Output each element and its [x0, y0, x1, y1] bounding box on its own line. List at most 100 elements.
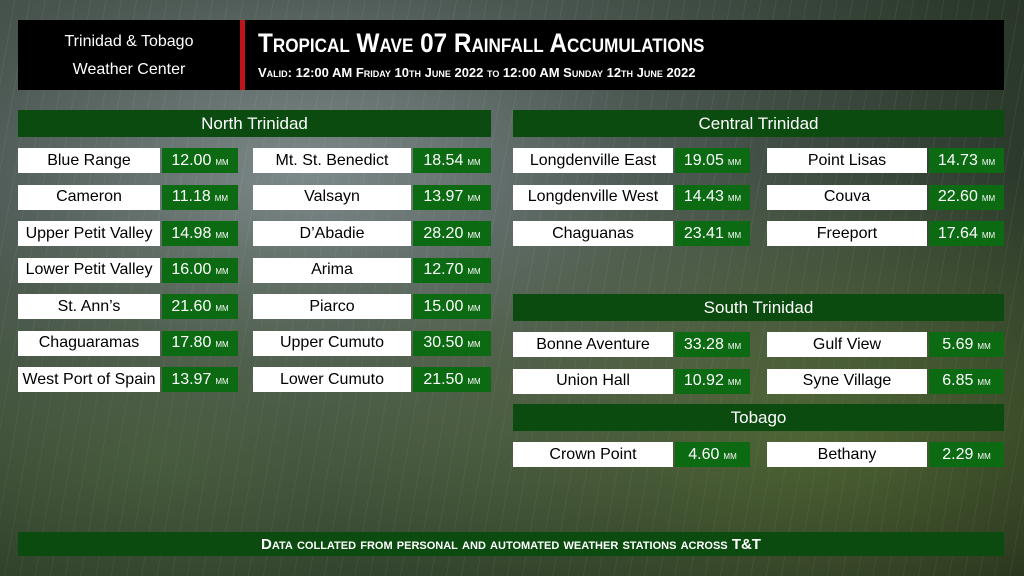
title: Tropical Wave 07 Rainfall Accumulations [258, 28, 705, 58]
rainfall-value: 11.18 mm [162, 184, 238, 210]
value-number: 33.28 [683, 335, 724, 353]
value-unit: mm [215, 153, 229, 168]
rainfall-value: 33.28 mm [675, 332, 750, 357]
rainfall-value: 21.50 mm [413, 367, 491, 392]
value-unit: mm [467, 190, 481, 204]
value-unit: mm [977, 374, 991, 388]
station-name: Chaguanas [513, 221, 673, 246]
station-name: Lower Cumuto [253, 367, 411, 392]
section-header: South Trinidad [513, 294, 1004, 321]
station-name: Piarco [253, 294, 411, 319]
value-number: 17.64 [937, 224, 978, 242]
station-name: Chaguaramas [18, 330, 160, 356]
station-name: St. Ann’s [18, 294, 160, 319]
rainfall-value: 30.50 mm [413, 330, 491, 356]
station-name: Upper Cumuto [253, 330, 411, 356]
section-header: North Trinidad [18, 110, 491, 137]
station-name: Couva [767, 184, 927, 210]
station-name: Crown Point [513, 442, 673, 467]
value-unit: mm [215, 336, 229, 350]
rainfall-value: 17.64 mm [929, 221, 1004, 246]
rainfall-value: 13.97 mm [413, 184, 491, 210]
value-unit: mm [467, 226, 481, 241]
value-number: 28.20 [423, 224, 464, 242]
rainfall-value: 6.85 mm [929, 368, 1004, 394]
rainfall-value: 2.29 mm [929, 442, 1004, 467]
section-header: Tobago [513, 404, 1004, 431]
org-line: Weather Center [72, 61, 186, 78]
value-number: 14.73 [937, 151, 978, 169]
rainfall-value: 12.70 mm [413, 257, 491, 283]
value-number: 6.85 [942, 372, 974, 389]
value-number: 12.70 [423, 261, 464, 278]
value-number: 14.43 [683, 188, 724, 205]
value-unit: mm [467, 372, 481, 387]
station-name: Longdenville West [513, 184, 673, 210]
value-unit: mm [215, 372, 229, 387]
value-unit: mm [727, 153, 742, 168]
value-unit: mm [977, 447, 991, 462]
value-number: 4.60 [688, 445, 720, 463]
accent-bar [240, 20, 245, 90]
rainfall-value: 18.54 mm [413, 148, 491, 173]
rainfall-value: 15.00 mm [413, 294, 491, 319]
value-number: 17.80 [171, 334, 212, 351]
value-number: 23.41 [683, 224, 724, 242]
station-name: Mt. St. Benedict [253, 148, 411, 173]
station-name: West Port of Spain [18, 367, 160, 392]
rainfall-value: 12.00 mm [162, 148, 238, 173]
value-unit: mm [727, 226, 742, 241]
org-line: Trinidad & Tobago [64, 33, 194, 50]
station-name: Longdenville East [513, 148, 673, 173]
value-unit: mm [215, 299, 229, 314]
rainfall-value: 5.69 mm [929, 332, 1004, 357]
value-number: 15.00 [423, 297, 464, 315]
station-name: Bethany [767, 442, 927, 467]
rainfall-value: 17.80 mm [162, 330, 238, 356]
station-name: D’Abadie [253, 221, 411, 246]
value-unit: mm [727, 374, 742, 388]
value-unit: mm [467, 336, 481, 350]
station-name: Gulf View [767, 332, 927, 357]
rainfall-value: 14.43 mm [675, 184, 750, 210]
station-name: Syne Village [767, 368, 927, 394]
rainfall-value: 23.41 mm [675, 221, 750, 246]
footer: Data collated from personal and automate… [18, 532, 1004, 556]
rainfall-value: 14.98 mm [162, 221, 238, 246]
value-number: 13.97 [423, 188, 464, 205]
value-number: 14.98 [171, 224, 212, 242]
value-number: 30.50 [423, 334, 464, 351]
value-number: 21.60 [171, 297, 212, 315]
subtitle: Valid: 12:00 AM Friday 10th June 2022 to… [258, 65, 696, 80]
rainfall-value: 14.73 mm [929, 148, 1004, 173]
value-number: 16.00 [171, 261, 212, 278]
value-unit: mm [215, 263, 229, 277]
rainfall-value: 22.60 mm [929, 184, 1004, 210]
station-name: Cameron [18, 184, 160, 210]
org-name: Trinidad & Tobago Weather Center [18, 28, 240, 84]
rainfall-value: 16.00 mm [162, 257, 238, 283]
value-unit: mm [467, 299, 481, 314]
rainfall-value: 21.60 mm [162, 294, 238, 319]
station-name: Upper Petit Valley [18, 221, 160, 246]
value-number: 19.05 [683, 151, 724, 169]
station-name: Blue Range [18, 148, 160, 173]
station-name: Valsayn [253, 184, 411, 210]
rainfall-value: 4.60 mm [675, 442, 750, 467]
value-unit: mm [215, 226, 229, 241]
station-name: Bonne Aventure [513, 332, 673, 357]
station-name: Freeport [767, 221, 927, 246]
value-unit: mm [727, 337, 742, 352]
value-number: 2.29 [942, 445, 974, 463]
value-unit: mm [214, 190, 229, 204]
value-number: 13.97 [171, 370, 212, 388]
value-unit: mm [723, 447, 737, 462]
section-header: Central Trinidad [513, 110, 1004, 137]
station-name: Lower Petit Valley [18, 257, 160, 283]
value-number: 11.18 [171, 188, 211, 205]
value-number: 18.54 [423, 151, 464, 169]
value-number: 5.69 [942, 335, 974, 353]
rainfall-value: 19.05 mm [675, 148, 750, 173]
value-number: 21.50 [423, 370, 464, 388]
